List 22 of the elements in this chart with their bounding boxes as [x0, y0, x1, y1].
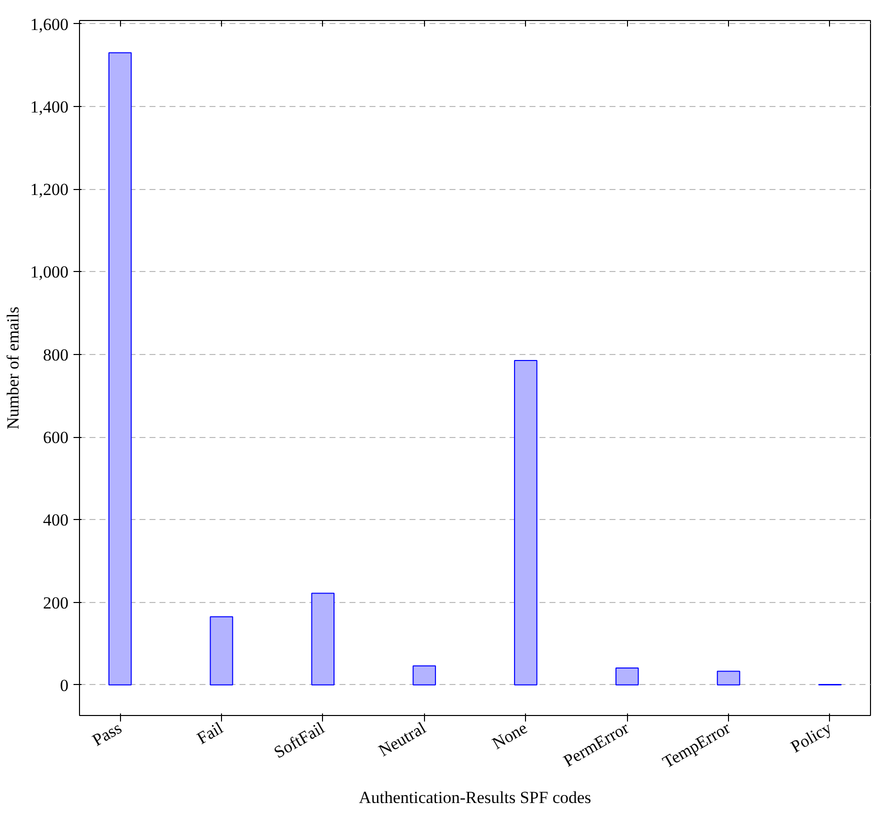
y-tick-label: 1,000	[30, 262, 68, 282]
bar	[514, 360, 538, 686]
x-tick-label: Fail	[194, 718, 226, 748]
y-tick-label: 0	[60, 676, 68, 695]
x-axis-title: Authentication-Results SPF codes	[358, 788, 592, 808]
y-tick-label: 1,400	[30, 97, 68, 116]
bar	[412, 665, 436, 686]
bar	[311, 592, 335, 686]
bar	[615, 667, 639, 686]
x-tick-label: Pass	[89, 718, 125, 750]
bar	[210, 616, 234, 686]
x-tick-label: None	[489, 718, 530, 754]
y-axis-title: Number of emails	[3, 306, 22, 430]
x-tick-label: Policy	[788, 718, 836, 756]
y-tick-label: 400	[43, 510, 68, 530]
y-tick-label: 200	[43, 593, 68, 612]
y-tick-label: 600	[43, 428, 68, 448]
bar	[716, 670, 740, 686]
y-tick-label: 800	[43, 345, 68, 364]
y-tick-label: 1,200	[30, 180, 68, 200]
y-tick-label: 1,600	[30, 14, 68, 34]
bar	[108, 52, 132, 686]
